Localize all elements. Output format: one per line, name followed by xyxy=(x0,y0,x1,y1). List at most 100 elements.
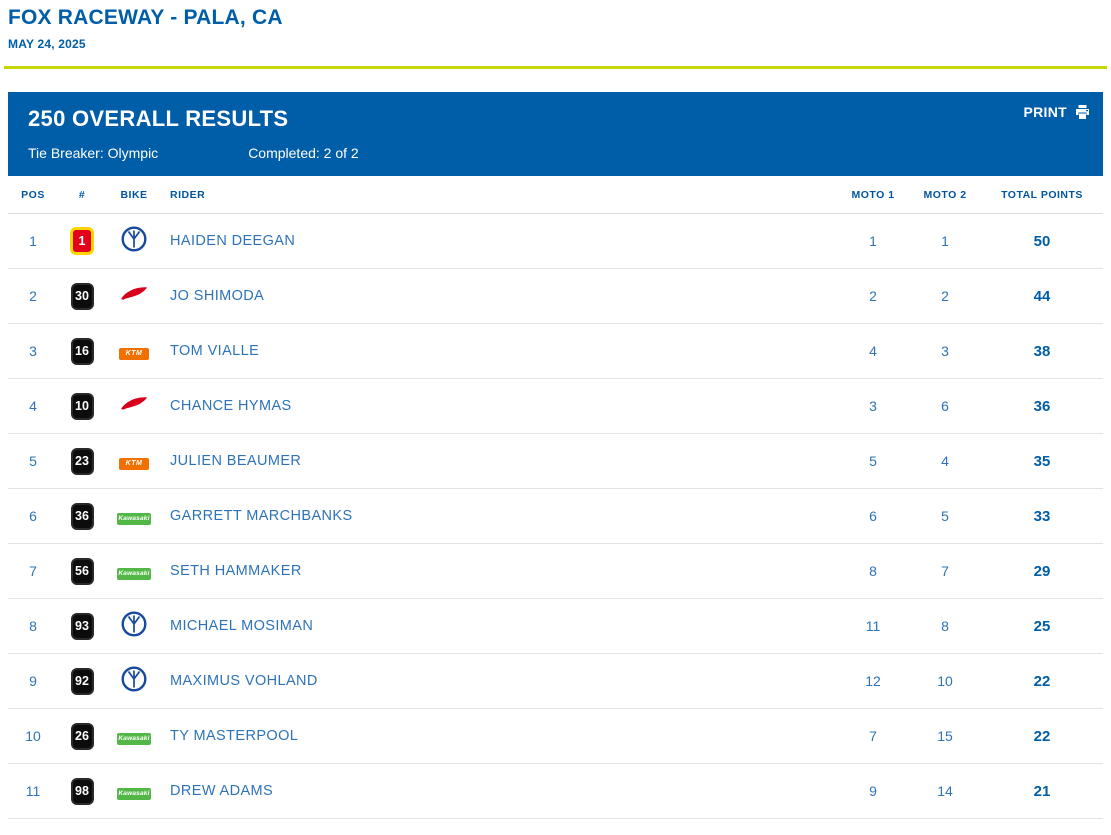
moto1-cell: 8 xyxy=(837,543,909,599)
position-cell: 11 xyxy=(8,763,58,819)
lime-divider xyxy=(4,66,1107,69)
number-cell: 1 xyxy=(58,213,106,269)
bike-cell xyxy=(106,598,162,654)
col-header-rider: RIDER xyxy=(162,176,837,214)
yamaha-logo-icon xyxy=(121,665,147,692)
number-cell: 10 xyxy=(58,378,106,434)
number-cell: 30 xyxy=(58,268,106,324)
total-points-cell: 36 xyxy=(981,378,1103,434)
moto1-cell: 11 xyxy=(837,598,909,654)
moto2-cell: 5 xyxy=(909,488,981,544)
bike-cell xyxy=(106,378,162,434)
total-points-cell: 25 xyxy=(981,598,1103,654)
results-card: PRINT 250 OVERALL RESULTS Tie Breaker: O… xyxy=(8,92,1103,819)
col-header-moto-2: MOTO 2 xyxy=(909,176,981,214)
total-points-cell: 21 xyxy=(981,763,1103,819)
table-row: 6 36 Kawasaki GARRETT MARCHBANKS 6 5 33 xyxy=(8,488,1103,544)
position-cell: 1 xyxy=(8,213,58,269)
moto1-cell: 4 xyxy=(837,323,909,379)
print-button[interactable]: PRINT xyxy=(1024,104,1092,120)
number-cell: 16 xyxy=(58,323,106,379)
results-card-header: PRINT 250 OVERALL RESULTS Tie Breaker: O… xyxy=(8,92,1103,176)
table-header-row: POS # BIKE RIDER MOTO 1 MOTO 2 TOTAL POINTS xyxy=(8,176,1103,214)
moto2-cell: 14 xyxy=(909,763,981,819)
print-button-label: PRINT xyxy=(1023,104,1067,120)
bike-cell: Kawasaki xyxy=(106,763,162,819)
moto2-cell: 10 xyxy=(909,653,981,709)
moto2-cell: 15 xyxy=(909,708,981,764)
moto1-cell: 9 xyxy=(837,763,909,819)
position-cell: 6 xyxy=(8,488,58,544)
table-row: 11 98 Kawasaki DREW ADAMS 9 14 21 xyxy=(8,763,1103,819)
yamaha-logo-icon xyxy=(121,225,147,252)
rider-number-plate: 1 xyxy=(70,227,94,255)
col-header-total-points: TOTAL POINTS xyxy=(981,176,1103,214)
position-cell: 10 xyxy=(8,708,58,764)
col-header-bike: BIKE xyxy=(106,176,162,214)
rider-name[interactable]: SETH HAMMAKER xyxy=(162,543,837,599)
rider-number-plate: 10 xyxy=(70,392,94,420)
rider-name[interactable]: MAXIMUS VOHLAND xyxy=(162,653,837,709)
rider-number-plate: 93 xyxy=(70,612,94,640)
rider-name[interactable]: HAIDEN DEEGAN xyxy=(162,213,837,269)
rider-name[interactable]: JO SHIMODA xyxy=(162,268,837,324)
printer-icon xyxy=(1074,104,1091,120)
rider-name[interactable]: GARRETT MARCHBANKS xyxy=(162,488,837,544)
rider-name[interactable]: JULIEN BEAUMER xyxy=(162,433,837,489)
table-row: 9 92 MAXIMUS VOHLAND 12 10 22 xyxy=(8,653,1103,709)
rider-number-plate: 92 xyxy=(70,667,94,695)
rider-number-plate: 98 xyxy=(70,777,94,805)
event-date: MAY 24, 2025 xyxy=(8,37,86,51)
bike-cell xyxy=(106,268,162,324)
total-points-cell: 50 xyxy=(981,213,1103,269)
table-row: 4 10 CHANCE HYMAS 3 6 36 xyxy=(8,378,1103,434)
moto2-cell: 1 xyxy=(909,213,981,269)
table-row: 7 56 Kawasaki SETH HAMMAKER 8 7 29 xyxy=(8,543,1103,599)
rider-number-plate: 56 xyxy=(70,557,94,585)
honda-logo-icon xyxy=(120,395,148,412)
total-points-cell: 33 xyxy=(981,488,1103,544)
bike-cell: Kawasaki xyxy=(106,708,162,764)
number-cell: 36 xyxy=(58,488,106,544)
number-cell: 26 xyxy=(58,708,106,764)
total-points-cell: 22 xyxy=(981,653,1103,709)
rider-number-plate: 36 xyxy=(70,502,94,530)
results-meta: Tie Breaker: Olympic Completed: 2 of 2 xyxy=(28,145,1083,161)
table-row: 8 93 MICHAEL MOSIMAN 11 8 25 xyxy=(8,598,1103,654)
bike-cell: KTM xyxy=(106,433,162,489)
rider-number-plate: 26 xyxy=(70,722,94,750)
moto2-cell: 3 xyxy=(909,323,981,379)
col-header--: # xyxy=(58,176,106,214)
moto1-cell: 12 xyxy=(837,653,909,709)
col-header-moto-1: MOTO 1 xyxy=(837,176,909,214)
rider-name[interactable]: CHANCE HYMAS xyxy=(162,378,837,434)
kawasaki-logo-icon: Kawasaki xyxy=(117,732,151,745)
moto2-cell: 2 xyxy=(909,268,981,324)
rider-name[interactable]: TOM VIALLE xyxy=(162,323,837,379)
bike-cell: Kawasaki xyxy=(106,488,162,544)
position-cell: 9 xyxy=(8,653,58,709)
moto1-cell: 2 xyxy=(837,268,909,324)
rider-name[interactable]: MICHAEL MOSIMAN xyxy=(162,598,837,654)
total-points-cell: 35 xyxy=(981,433,1103,489)
kawasaki-logo-icon: Kawasaki xyxy=(117,567,151,580)
moto1-cell: 5 xyxy=(837,433,909,489)
bike-cell xyxy=(106,213,162,269)
ktm-logo-icon: KTM xyxy=(119,347,149,360)
rider-name[interactable]: TY MASTERPOOL xyxy=(162,708,837,764)
bike-cell: Kawasaki xyxy=(106,543,162,599)
total-points-cell: 38 xyxy=(981,323,1103,379)
position-cell: 2 xyxy=(8,268,58,324)
results-table: POS # BIKE RIDER MOTO 1 MOTO 2 TOTAL POINTS 1 … xyxy=(8,176,1103,819)
completed-label: Completed: 2 of 2 xyxy=(248,145,359,161)
kawasaki-logo-icon: Kawasaki xyxy=(117,787,151,800)
honda-logo-icon xyxy=(120,285,148,302)
page-header: FOX RACEWAY - PALA, CA MAY 24, 2025 xyxy=(0,0,1111,51)
moto2-cell: 7 xyxy=(909,543,981,599)
table-row: 2 30 JO SHIMODA 2 2 44 xyxy=(8,268,1103,324)
number-cell: 98 xyxy=(58,763,106,819)
table-row: 5 23 KTM JULIEN BEAUMER 5 4 35 xyxy=(8,433,1103,489)
rider-name[interactable]: DREW ADAMS xyxy=(162,763,837,819)
table-row: 3 16 KTM TOM VIALLE 4 3 38 xyxy=(8,323,1103,379)
event-title: FOX RACEWAY - PALA, CA xyxy=(8,6,283,29)
